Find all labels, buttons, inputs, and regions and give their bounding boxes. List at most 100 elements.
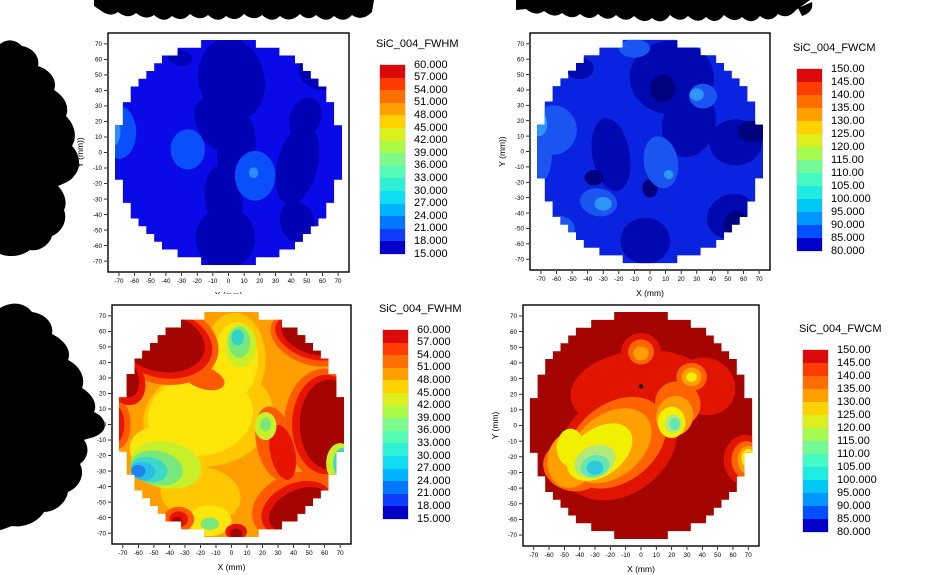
legend-scale-value: 130.00	[837, 395, 871, 408]
legend-color-band	[380, 228, 405, 242]
legend-color-band	[803, 480, 828, 493]
legend-color-band	[797, 95, 822, 108]
x-tick-label: 0	[230, 550, 234, 557]
y-tick-label: -60	[515, 241, 525, 248]
legend-color-band	[380, 216, 405, 229]
legend-scale-value: 135.00	[837, 382, 871, 395]
plot-frame	[107, 32, 350, 273]
contour-region	[342, 455, 344, 468]
contour-region	[195, 206, 256, 265]
legend-color-band	[380, 102, 405, 116]
x-tick-label: 0	[639, 552, 643, 559]
redacted-title-left	[94, 0, 374, 20]
y-tick-label: -60	[97, 515, 107, 522]
legend-color-band	[383, 392, 408, 406]
legend-color-band	[797, 173, 822, 186]
contour-region	[288, 97, 322, 140]
x-tick-label: 0	[227, 278, 231, 285]
legend-scale-value: 110.00	[831, 166, 864, 179]
legend-fwhm-top: SiC_004_FWHM 60.000 57.000 54.000 51.000 48.…	[376, 38, 459, 260]
legend-color-band	[797, 225, 822, 238]
legend-color-band	[803, 519, 828, 532]
x-tick-label: 20	[256, 278, 264, 285]
y-tick-label: -10	[508, 438, 518, 445]
x-tick-label: -20	[614, 276, 624, 283]
contour-region	[200, 517, 220, 530]
contour-region	[744, 452, 753, 464]
x-tick-label: 20	[668, 552, 676, 559]
contour-region	[119, 399, 131, 450]
y-tick-label: 30	[517, 103, 525, 110]
x-axis-label: X (mm)	[215, 290, 243, 294]
legend-scale-value: 39.000	[414, 146, 448, 159]
axis-ticks: -70 -60 -50 -40 -30 -20 -10 0 10 20 30 40 50 60 70 70 60…	[93, 41, 342, 285]
y-tick-label: 40	[517, 87, 525, 94]
legend-color-band	[803, 454, 828, 467]
x-tick-label: 0	[648, 276, 652, 283]
x-axis-label: X (mm)	[218, 562, 246, 572]
contour-plot-bottom-right: -70 -60 -50 -40 -30 -20 -10 0 10 20 30 40 50 60 70 70 60…	[490, 304, 760, 574]
plot-frame	[111, 304, 352, 545]
legend-color-band	[383, 430, 408, 444]
y-tick-label: 70	[510, 313, 518, 320]
contour-region	[594, 196, 612, 211]
x-tick-label: -30	[590, 552, 600, 559]
y-tick-label: 30	[95, 103, 103, 110]
contour-region	[638, 384, 644, 389]
x-tick-label: -20	[196, 550, 206, 557]
y-tick-label: 10	[517, 133, 525, 140]
legend-color-band	[383, 468, 408, 482]
legend-color-band	[803, 415, 828, 428]
legend-color-band	[383, 493, 408, 507]
legend-color-band	[383, 405, 408, 419]
x-tick-label: -30	[177, 278, 187, 285]
x-tick-label: -40	[161, 278, 171, 285]
y-tick-label: 70	[517, 41, 525, 48]
legend-scale-value: 51.000	[417, 361, 451, 374]
x-tick-label: 50	[714, 552, 722, 559]
y-tick-label: -70	[93, 258, 103, 265]
x-tick-label: -70	[114, 278, 124, 285]
legend-scale-value: 48.000	[417, 373, 451, 386]
y-tick-label: -40	[97, 484, 107, 491]
legend-color-band	[803, 428, 828, 441]
legend-color-band	[383, 443, 408, 456]
x-tick-label: -60	[134, 550, 144, 557]
legend-color-band	[380, 203, 405, 217]
y-tick-label: -20	[93, 181, 103, 188]
legend-color-band	[803, 389, 828, 402]
y-tick-label: 30	[99, 375, 107, 382]
legend-scale-value: 30.000	[417, 449, 451, 462]
legend-scale-value: 15.000	[414, 247, 448, 260]
contour-region	[115, 115, 121, 147]
legend-color-band	[380, 127, 405, 141]
y-tick-label: 20	[510, 391, 518, 398]
x-tick-label: -40	[165, 550, 175, 557]
y-tick-label: 70	[95, 41, 103, 48]
y-tick-label: 10	[510, 407, 518, 414]
legend-title: SiC_004_FWCM	[799, 323, 882, 335]
y-tick-label: 50	[517, 72, 525, 79]
redacted-title-right	[516, 0, 813, 22]
x-tick-label: 30	[693, 276, 701, 283]
legend-scale-value: 36.000	[417, 424, 451, 437]
x-axis-label: X (mm)	[636, 288, 664, 298]
legend-color-band	[383, 481, 408, 494]
legend-scale-value: 150.00	[837, 343, 871, 356]
y-tick-label: 40	[510, 360, 518, 367]
contour-region	[299, 379, 344, 470]
legend-color-band	[803, 350, 828, 363]
x-tick-label: -70	[118, 550, 128, 557]
x-tick-label: -40	[583, 276, 593, 283]
legend-color-band	[380, 153, 405, 166]
legend-scale-value: 15.000	[417, 512, 451, 525]
wafer-map	[537, 39, 763, 264]
legend-title: SiC_004_FWHM	[379, 303, 462, 315]
redacted-side-blob-bottom	[0, 303, 105, 530]
legend-color-band	[803, 467, 828, 480]
legend-scale-value: 45.000	[414, 121, 448, 134]
legend-color-band	[803, 376, 828, 389]
legend-fwcm-top: SiC_004_FWCM 150.00 145.00 140.00 135.00 130…	[793, 42, 876, 257]
legend-scale-value: 130.00	[831, 114, 865, 127]
